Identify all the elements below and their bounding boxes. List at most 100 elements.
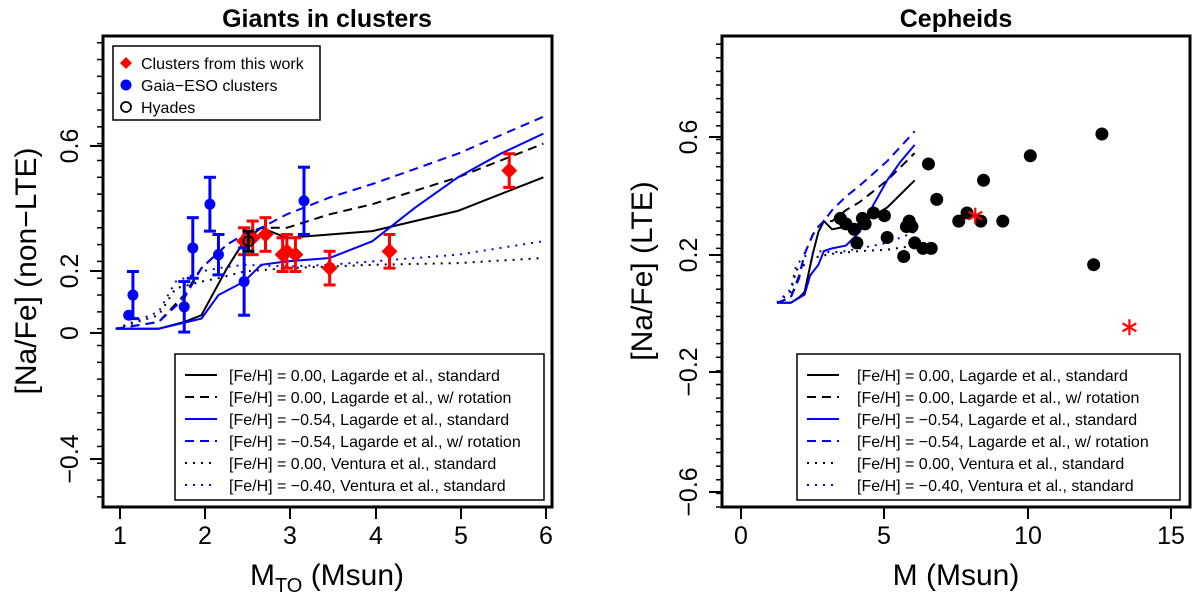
- data-point: [204, 198, 216, 210]
- data-point: [977, 173, 991, 187]
- model-line: [776, 244, 915, 304]
- left-x-tick-label: 5: [454, 522, 468, 550]
- left-x-tick-label: 1: [113, 522, 127, 550]
- right-y-axis: [709, 136, 722, 493]
- data-point: [187, 242, 199, 254]
- right-x-axis-label: M (Msun): [893, 559, 1020, 592]
- right-y-tick-label: 0.6: [675, 120, 703, 155]
- model-legend-label: [Fe/H] = 0.00, Ventura et al., standard: [857, 456, 1124, 473]
- model-line: [115, 132, 544, 330]
- top-legend-label: Hyades: [141, 100, 195, 117]
- left-y-tick-label: 0.6: [56, 129, 84, 164]
- right-x-tick-label: 0: [734, 522, 748, 550]
- data-point: [866, 206, 880, 220]
- left-x-label-sub: TO: [275, 575, 302, 593]
- data-point-diamond: [278, 243, 295, 260]
- model-line: [777, 144, 916, 304]
- right-y-tick-label: −0.2: [675, 347, 703, 396]
- data-point: [1023, 149, 1037, 163]
- right-model-legend-box: [796, 353, 1181, 501]
- right-model-legend: [Fe/H] = 0.00, Lagarde et al., standard …: [796, 353, 1181, 501]
- star-arm: [1121, 322, 1137, 333]
- right-y-tick-label: −0.6: [675, 467, 703, 516]
- legend-blue-circle-marker: [120, 79, 132, 91]
- model-line: [777, 179, 916, 304]
- data-point: [850, 236, 864, 250]
- model-legend-label: [Fe/H] = −0.54, Lagarde et al., standard: [229, 412, 509, 429]
- data-point: [877, 209, 891, 223]
- data-point: [1087, 258, 1101, 272]
- left-top-legend: Clusters from this work Gaia−ESO cluster…: [112, 45, 321, 121]
- left-y-tick-labels: −0.4 0 0.2 0.6: [56, 129, 84, 484]
- data-point: [1095, 127, 1109, 141]
- top-legend-label: Clusters from this work: [141, 56, 305, 73]
- right-x-axis: [740, 507, 1172, 519]
- right-panel-title: Cepheids: [900, 5, 1013, 33]
- right-x-tick-labels: 0 5 10 15: [734, 522, 1185, 550]
- left-plot-area: [115, 115, 544, 334]
- model-legend-label: [Fe/H] = 0.00, Lagarde et al., standard: [229, 368, 500, 385]
- right-x-tick-label: 10: [1014, 522, 1042, 550]
- left-y-tick-label: 0.2: [56, 254, 84, 289]
- left-model-legend-box: [174, 353, 545, 501]
- left-x-tick-label: 3: [283, 522, 297, 550]
- data-point-diamond: [381, 243, 398, 260]
- right-plot-area: [776, 127, 1137, 336]
- left-x-tick-label: 2: [198, 522, 212, 550]
- star-arm: [967, 210, 983, 221]
- data-point: [212, 249, 224, 261]
- left-x-tick-label: 4: [369, 522, 383, 550]
- data-point: [178, 301, 190, 313]
- data-point: [921, 157, 935, 171]
- data-point: [847, 222, 861, 236]
- data-point-diamond: [287, 246, 304, 263]
- model-line: [115, 142, 544, 330]
- left-model-legend: [Fe/H] = 0.00, Lagarde et al., standard …: [174, 353, 545, 501]
- left-y-minor-ticks: [97, 41, 103, 498]
- left-y-axis-label: [Na/Fe] (non−LTE): [10, 147, 43, 394]
- left-x-axis-label: MTO (Msun): [250, 559, 404, 593]
- data-point: [298, 195, 310, 207]
- left-x-tick-label: 6: [539, 522, 553, 550]
- data-point: [960, 206, 974, 220]
- right-y-tick-label: 0.2: [675, 238, 703, 273]
- left-y-axis: [90, 145, 103, 460]
- data-point-star: [1121, 319, 1137, 336]
- legend-black-open-circle-marker: [120, 101, 132, 113]
- data-point: [996, 214, 1010, 228]
- left-panel-title: Giants in clusters: [222, 5, 432, 33]
- top-legend-label: Gaia−ESO clusters: [141, 78, 278, 95]
- left-x-tick-labels: 1 2 3 4 5 6: [113, 522, 553, 550]
- right-x-tick-label: 15: [1157, 522, 1185, 550]
- right-plot-frame: [720, 34, 1192, 509]
- model-legend-label: [Fe/H] = 0.00, Lagarde et al., w/ rotati…: [229, 390, 511, 407]
- left-y-tick-label: −0.4: [56, 434, 84, 483]
- left-top-legend-box: [112, 45, 321, 121]
- data-point: [930, 192, 944, 206]
- left-x-label-main: M: [250, 559, 275, 592]
- data-point: [905, 220, 919, 234]
- data-point: [897, 250, 911, 264]
- data-point-open: [242, 235, 255, 248]
- data-point: [952, 214, 966, 228]
- right-y-minor-ticks: [716, 43, 722, 508]
- model-legend-label: [Fe/H] = −0.54, Lagarde et al., w/ rotat…: [857, 434, 1149, 451]
- data-point-diamond: [321, 260, 338, 277]
- left-x-axis: [119, 507, 547, 519]
- data-point-diamond: [257, 226, 274, 243]
- data-point: [924, 241, 938, 255]
- model-legend-label: [Fe/H] = 0.00, Ventura et al., standard: [229, 456, 496, 473]
- legend-red-diamond-marker: [120, 57, 132, 69]
- left-y-tick-label: 0: [56, 326, 84, 340]
- right-panel: Cepheids 0 5 10 15 M (Msun) −0.6 −0.2 0.…: [626, 5, 1192, 592]
- left-panel: Giants in clusters 1 2 3 4 5 6 MTO (Msun…: [10, 5, 554, 597]
- model-legend-label: [Fe/H] = −0.54, Lagarde et al., standard: [857, 412, 1137, 429]
- data-point: [127, 289, 139, 301]
- model-line: [115, 257, 544, 330]
- data-point-diamond: [501, 162, 518, 179]
- data-point: [880, 230, 894, 244]
- data-point: [238, 276, 250, 288]
- right-y-axis-label: [Na/Fe] (LTE): [626, 181, 659, 360]
- model-legend-label: [Fe/H] = −0.40, Ventura et al., standard: [229, 478, 506, 495]
